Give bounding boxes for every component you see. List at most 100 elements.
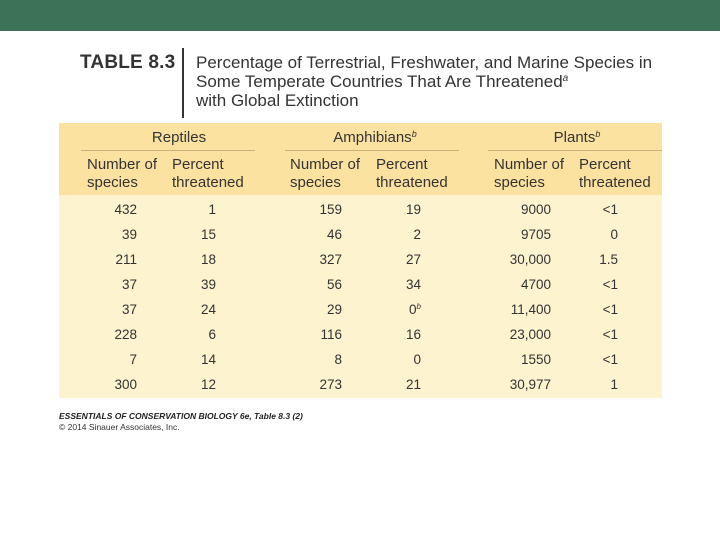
cell-value: 8 xyxy=(334,352,342,367)
table-cell: 21 xyxy=(351,377,421,392)
table-cell: 30,977 xyxy=(481,377,551,392)
group-header-amphibians: Amphibiansb xyxy=(333,129,417,146)
cell-value: 18 xyxy=(200,252,216,267)
cell-value: 11,400 xyxy=(510,302,551,317)
cell-value: 21 xyxy=(405,377,421,392)
cell-value: 37 xyxy=(121,302,137,317)
cell-value: 16 xyxy=(405,327,421,342)
cell-value: 30,000 xyxy=(509,252,551,267)
cell-value: 6 xyxy=(208,327,216,342)
copyright-line: © 2014 Sinauer Associates, Inc. xyxy=(59,422,180,432)
cell-value: 116 xyxy=(320,327,342,342)
cell-value: 37 xyxy=(121,277,137,292)
cell-value: 14 xyxy=(200,352,216,367)
cell-value: 0 xyxy=(610,227,618,242)
cell-value: 9705 xyxy=(520,227,551,242)
table-cell: 30,000 xyxy=(481,252,551,267)
table-cell: 1550 xyxy=(481,352,551,367)
cell-value: 30,977 xyxy=(509,377,551,392)
cell-value: 23,000 xyxy=(509,327,551,342)
cell-value: <1 xyxy=(602,302,618,317)
cell-value: 9000 xyxy=(520,202,551,217)
table-cell: 56 xyxy=(272,277,342,292)
source-credit: ESSENTIALS OF CONSERVATION BIOLOGY 6e, T… xyxy=(59,411,303,421)
subheader-percent: Percent threatened xyxy=(376,156,448,191)
table-cell: 327 xyxy=(272,252,342,267)
table-cell: 24 xyxy=(146,302,216,317)
top-banner xyxy=(0,0,720,31)
cell-value: 211 xyxy=(115,252,137,267)
table-cell: 9705 xyxy=(481,227,551,242)
table-cell: 16 xyxy=(351,327,421,342)
cell-value: 34 xyxy=(405,277,421,292)
table-cell: <1 xyxy=(548,202,618,217)
table-cell: 9000 xyxy=(481,202,551,217)
cell-value: 39 xyxy=(121,227,137,242)
cell-value: 1.5 xyxy=(599,252,618,267)
cell-value: 327 xyxy=(319,252,342,267)
cell-value: <1 xyxy=(602,202,618,217)
table-cell: 15 xyxy=(146,227,216,242)
cell-value: 4700 xyxy=(520,277,551,292)
table-cell: 8 xyxy=(272,352,342,367)
species-table: Reptiles Amphibiansb Plantsb Number of sp… xyxy=(59,123,662,398)
table-cell: 37 xyxy=(67,277,137,292)
cell-value: 0 xyxy=(409,302,417,317)
cell-value: 1550 xyxy=(520,352,551,367)
cell-value: 24 xyxy=(200,302,216,317)
subheader-percent: Percent threatened xyxy=(172,156,244,191)
cell-value: 56 xyxy=(326,277,342,292)
group-rule-amphibians xyxy=(285,150,459,151)
table-cell: 23,000 xyxy=(481,327,551,342)
cell-value: 12 xyxy=(200,377,216,392)
table-cell: 1 xyxy=(146,202,216,217)
table-cell: 228 xyxy=(67,327,137,342)
table-cell: 34 xyxy=(351,277,421,292)
cell-value: 27 xyxy=(405,252,421,267)
table-cell: 19 xyxy=(351,202,421,217)
table-cell: 12 xyxy=(146,377,216,392)
cell-value: 300 xyxy=(114,377,137,392)
group-rule-plants xyxy=(488,150,662,151)
table-cell: 39 xyxy=(67,227,137,242)
table-cell: 39 xyxy=(146,277,216,292)
cell-value: 1 xyxy=(208,202,216,217)
table-cell: 159 xyxy=(272,202,342,217)
cell-value: 29 xyxy=(326,302,342,317)
table-cell: 1.5 xyxy=(548,252,618,267)
cell-value: 2 xyxy=(413,227,421,242)
table-cell: 46 xyxy=(272,227,342,242)
table-title-footnote-mark: a xyxy=(562,73,569,84)
subheader-number: Number of species xyxy=(290,156,361,191)
table-cell: 7 xyxy=(67,352,137,367)
cell-value: 273 xyxy=(319,377,342,392)
cell-footnote-mark: b xyxy=(416,302,421,311)
table-cell: 0b xyxy=(351,302,421,317)
table-cell: 300 xyxy=(67,377,137,392)
table-cell: 116 xyxy=(272,327,342,342)
cell-value: 1 xyxy=(610,377,618,392)
table-cell: 18 xyxy=(146,252,216,267)
table-cell: <1 xyxy=(548,302,618,317)
group-header-reptiles: Reptiles xyxy=(151,129,207,146)
subheader-percent: Percent threatened xyxy=(579,156,651,191)
table-cell: 432 xyxy=(67,202,137,217)
subheader-number: Number of species xyxy=(494,156,565,191)
table-header: Reptiles Amphibiansb Plantsb Number of sp… xyxy=(59,123,662,195)
table-cell: <1 xyxy=(548,277,618,292)
table-cell: 27 xyxy=(351,252,421,267)
table-cell: 14 xyxy=(146,352,216,367)
table-title: Percentage of Terrestrial, Freshwater, a… xyxy=(196,53,666,110)
title-divider xyxy=(182,48,184,118)
cell-value: 7 xyxy=(129,352,137,367)
cell-value: <1 xyxy=(602,327,618,342)
table-title-end: with Global Extinction xyxy=(196,91,359,110)
table-cell: 2 xyxy=(351,227,421,242)
cell-value: 39 xyxy=(200,277,216,292)
group-rule-reptiles xyxy=(81,150,255,151)
cell-value: 228 xyxy=(114,327,137,342)
cell-value: 432 xyxy=(114,202,137,217)
cell-value: 46 xyxy=(326,227,342,242)
table-cell: 37 xyxy=(67,302,137,317)
table-cell: 0 xyxy=(351,352,421,367)
